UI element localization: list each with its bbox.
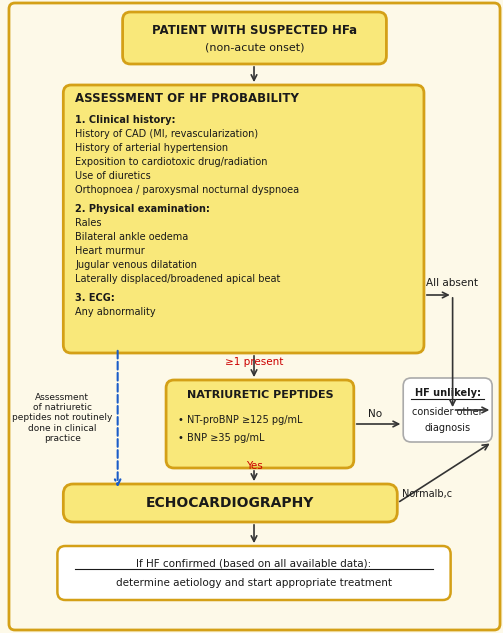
Text: • NT-proBNP ≥125 pg/mL: • NT-proBNP ≥125 pg/mL (178, 415, 302, 425)
Text: History of arterial hypertension: History of arterial hypertension (75, 143, 228, 153)
Text: Orthopnoea / paroxysmal nocturnal dyspnoea: Orthopnoea / paroxysmal nocturnal dyspno… (75, 185, 299, 195)
Text: ECHOCARDIOGRAPHY: ECHOCARDIOGRAPHY (146, 496, 314, 510)
FancyBboxPatch shape (57, 546, 451, 600)
FancyBboxPatch shape (166, 380, 354, 468)
Text: 2. Physical examination:: 2. Physical examination: (75, 204, 210, 214)
Text: (non-acute onset): (non-acute onset) (205, 43, 304, 53)
Text: Normalb,c: Normalb,c (402, 489, 452, 499)
Text: ≥1 present: ≥1 present (225, 357, 283, 367)
Text: Any abnormality: Any abnormality (75, 307, 156, 317)
Text: NATRIURETIC PEPTIDES: NATRIURETIC PEPTIDES (187, 390, 333, 400)
Text: ASSESSMENT OF HF PROBABILITY: ASSESSMENT OF HF PROBABILITY (75, 92, 299, 106)
Text: Use of diuretics: Use of diuretics (75, 171, 151, 181)
Text: 1. Clinical history:: 1. Clinical history: (75, 115, 176, 125)
Text: HF unlikely:: HF unlikely: (414, 388, 481, 398)
FancyBboxPatch shape (123, 12, 386, 64)
FancyBboxPatch shape (63, 85, 424, 353)
Text: • BNP ≥35 pg/mL: • BNP ≥35 pg/mL (178, 433, 265, 443)
Text: Exposition to cardiotoxic drug/radiation: Exposition to cardiotoxic drug/radiation (75, 157, 268, 167)
Text: PATIENT WITH SUSPECTED HFa: PATIENT WITH SUSPECTED HFa (152, 25, 357, 37)
Text: Assessment
of natriuretic
peptides not routinely
done in clinical
practice: Assessment of natriuretic peptides not r… (12, 392, 113, 443)
Text: No: No (368, 409, 382, 419)
Text: determine aetiology and start appropriate treatment: determine aetiology and start appropriat… (116, 578, 392, 588)
Text: Yes: Yes (245, 461, 263, 471)
Text: diagnosis: diagnosis (425, 423, 471, 433)
Text: History of CAD (MI, revascularization): History of CAD (MI, revascularization) (75, 129, 259, 139)
Text: If HF confirmed (based on all available data):: If HF confirmed (based on all available … (136, 558, 372, 568)
Text: All absent: All absent (426, 278, 478, 288)
Text: Jugular venous dilatation: Jugular venous dilatation (75, 260, 197, 270)
Text: Laterally displaced/broadened apical beat: Laterally displaced/broadened apical bea… (75, 274, 281, 284)
FancyBboxPatch shape (403, 378, 492, 442)
FancyBboxPatch shape (63, 484, 397, 522)
Text: Bilateral ankle oedema: Bilateral ankle oedema (75, 232, 189, 242)
Text: 3. ECG:: 3. ECG: (75, 293, 115, 303)
Text: Heart murmur: Heart murmur (75, 246, 145, 256)
Text: consider other: consider other (412, 407, 483, 417)
Text: Rales: Rales (75, 218, 102, 228)
